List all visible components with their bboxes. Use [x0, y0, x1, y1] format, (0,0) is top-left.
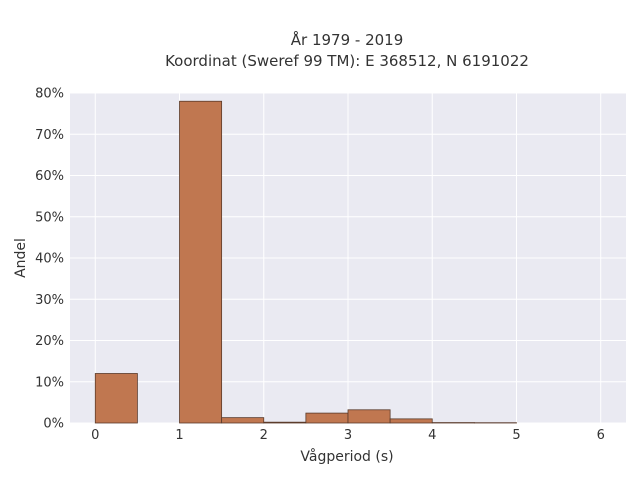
x-tick-label: 3	[344, 428, 352, 443]
y-tick-label: 20%	[35, 334, 64, 349]
x-tick-label: 1	[175, 428, 183, 443]
y-tick-label: 70%	[35, 128, 64, 143]
x-tick-label: 4	[428, 428, 436, 443]
histogram-bar	[389, 418, 433, 424]
x-tick-labels: 0 1 2 3 4 5 6	[91, 428, 605, 443]
chart-title: År 1979 - 2019	[291, 30, 404, 49]
x-tick-label: 0	[91, 428, 99, 443]
x-tick-label: 2	[260, 428, 268, 443]
y-tick-label: 50%	[35, 210, 64, 225]
y-axis-title: Andel	[13, 238, 29, 278]
histogram-bar	[94, 373, 138, 424]
histogram-bar	[305, 412, 349, 424]
x-tick-label: 6	[597, 428, 605, 443]
y-tick-label: 60%	[35, 169, 64, 184]
x-tick-label: 5	[512, 428, 520, 443]
y-tick-label: 80%	[35, 87, 64, 102]
y-tick-labels: 0% 10% 20% 30% 40% 50% 60% 70% 80%	[35, 87, 64, 432]
grid-lines	[70, 92, 626, 424]
y-tick-label: 0%	[43, 417, 64, 432]
histogram-bar	[347, 409, 391, 424]
y-tick-label: 10%	[35, 375, 64, 390]
chart-subtitle: Koordinat (Sweref 99 TM): E 368512, N 61…	[165, 52, 529, 70]
y-tick-label: 40%	[35, 252, 64, 267]
bars	[94, 100, 517, 424]
histogram-bar	[263, 421, 307, 424]
x-axis-title: Vågperiod (s)	[300, 448, 393, 465]
histogram-bar	[221, 417, 265, 424]
histogram-bar	[179, 100, 223, 424]
y-tick-label: 30%	[35, 293, 64, 308]
